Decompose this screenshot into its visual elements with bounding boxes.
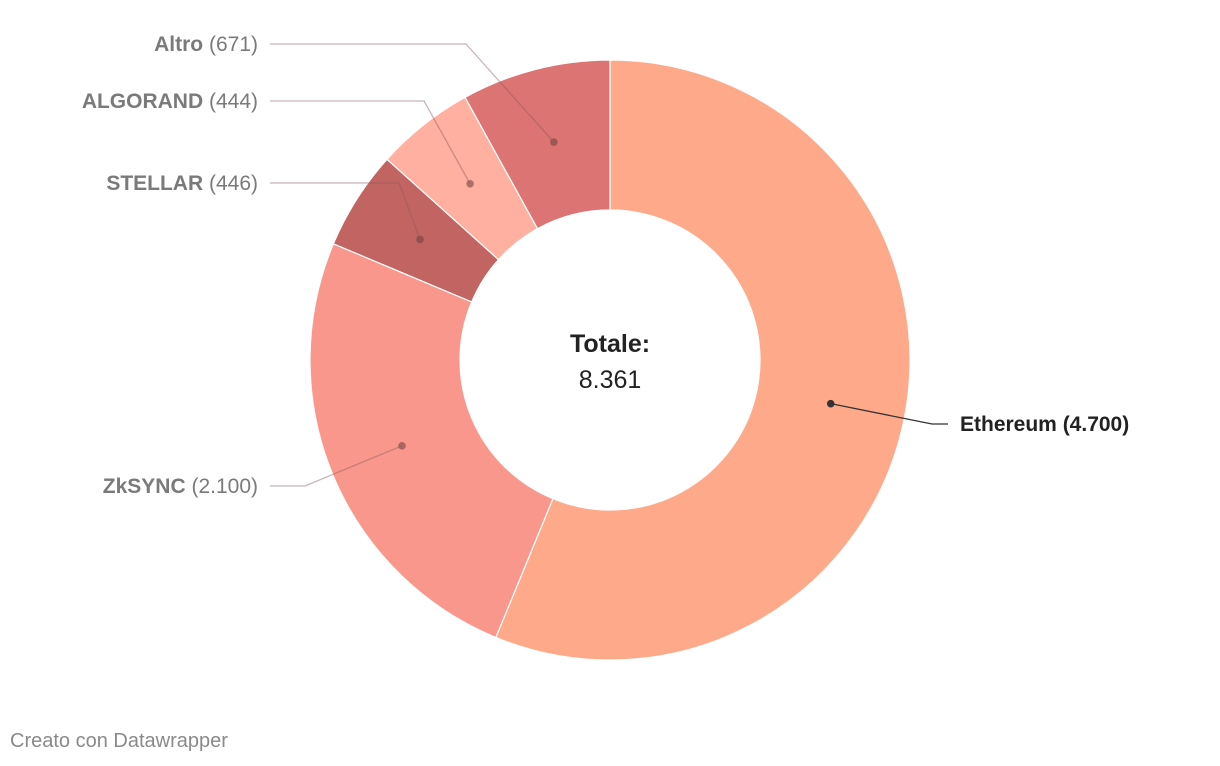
slice-ethereum[interactable] — [495, 59, 911, 661]
slice-label-value: (2.100) — [186, 475, 258, 498]
slice-zksync[interactable] — [309, 243, 554, 639]
leader-line-ethereum — [830, 403, 948, 425]
slice-label-name: STELLAR — [106, 172, 203, 195]
center-total-title: Totale: — [570, 330, 650, 358]
center-total-value: 8.361 — [579, 366, 642, 394]
slice-label-name: Altro — [154, 33, 203, 56]
slice-label-value: (444) — [203, 90, 258, 113]
leader-line-altro — [270, 43, 555, 143]
leader-dot-altro — [550, 138, 558, 146]
leader-line-stellar — [270, 182, 421, 240]
slice-label-name: ALGORAND — [82, 90, 203, 113]
slice-label-algorand: ALGORAND (444) — [82, 90, 258, 113]
slice-label-zksync: ZkSYNC (2.100) — [103, 475, 258, 498]
slice-label-ethereum: Ethereum (4.700) — [960, 413, 1129, 436]
leader-line-algorand — [270, 100, 471, 185]
leader-dot-stellar — [416, 235, 424, 244]
footer-credit[interactable]: Creato con Datawrapper — [10, 730, 228, 752]
leader-line-zksync — [270, 445, 403, 487]
slice-altro[interactable] — [464, 59, 611, 230]
slice-label-value: (671) — [203, 33, 258, 56]
leader-lines — [270, 43, 948, 487]
slice-label-value: (446) — [203, 172, 258, 195]
leader-dot-zksync — [398, 442, 406, 450]
slice-label-altro: Altro (671) — [154, 33, 258, 56]
leader-dot-algorand — [466, 179, 474, 188]
slice-labels: Ethereum (4.700) ZkSYNC (2.100) STELLAR (4… — [82, 33, 1129, 498]
slice-label-name: ZkSYNC — [103, 475, 186, 498]
donut-slices — [309, 59, 911, 661]
slice-label-stellar: STELLAR (446) — [106, 172, 258, 195]
